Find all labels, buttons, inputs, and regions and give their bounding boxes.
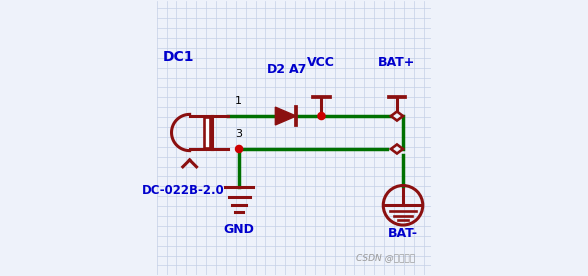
Text: GND: GND	[223, 223, 255, 236]
FancyBboxPatch shape	[204, 117, 211, 148]
Text: CSDN @程序小鹿: CSDN @程序小鹿	[356, 253, 416, 262]
Circle shape	[318, 112, 325, 120]
Text: DC1: DC1	[163, 50, 195, 64]
Text: DC-022B-2.0: DC-022B-2.0	[141, 184, 224, 197]
Text: D2: D2	[266, 63, 286, 76]
Text: A7: A7	[289, 63, 308, 76]
Text: 1: 1	[235, 96, 242, 106]
Circle shape	[236, 145, 243, 153]
Polygon shape	[391, 144, 403, 153]
Text: 3: 3	[235, 129, 242, 139]
Text: BAT+: BAT+	[378, 56, 416, 69]
Polygon shape	[391, 112, 403, 121]
Text: BAT-: BAT-	[388, 227, 418, 240]
Text: VCC: VCC	[307, 56, 335, 69]
Polygon shape	[275, 107, 296, 125]
